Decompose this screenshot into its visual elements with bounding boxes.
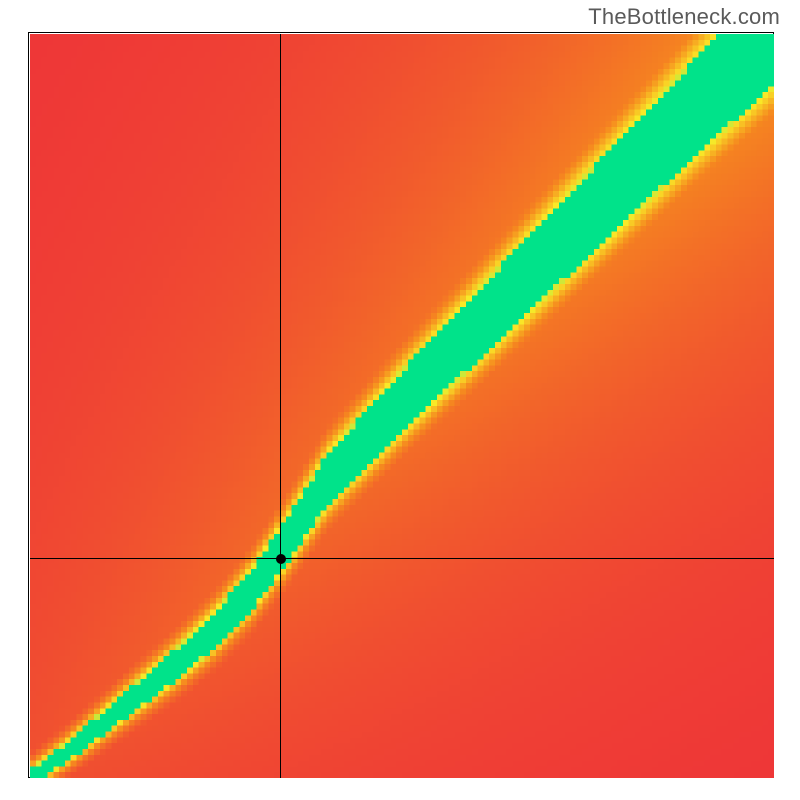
chart-container: TheBottleneck.com — [0, 0, 800, 800]
crosshair-vertical — [280, 34, 281, 778]
heatmap-canvas — [30, 34, 774, 778]
heatmap-plot-area — [28, 32, 774, 778]
crosshair-horizontal — [30, 558, 774, 559]
watermark-text: TheBottleneck.com — [588, 4, 780, 30]
crosshair-marker-dot — [276, 554, 286, 564]
